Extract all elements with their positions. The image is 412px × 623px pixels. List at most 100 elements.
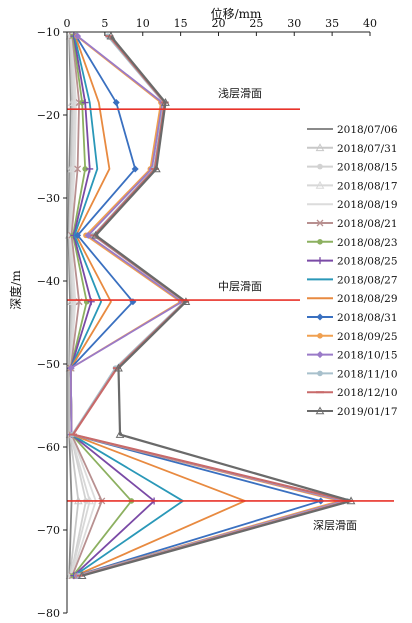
- series-2018-12-10: [69, 35, 353, 577]
- legend-label: 2018/09/25: [337, 331, 398, 343]
- data-point: [114, 363, 123, 372]
- series-lines: [64, 31, 356, 580]
- series-2019-01-17: [77, 31, 356, 579]
- x-ticks: 0 5 10 15 20 25 30 35 40: [64, 17, 377, 36]
- legend-label: 2018/07/31: [337, 143, 398, 155]
- y-tick-label: −30: [37, 192, 60, 205]
- legend-item: 2018/07/31: [307, 143, 398, 155]
- legend-item: 2018/08/17: [307, 180, 398, 192]
- data-point: [91, 230, 101, 239]
- series-line: [69, 36, 97, 576]
- y-tick-label: −60: [37, 441, 60, 454]
- y-tick-label: −80: [37, 607, 60, 620]
- legend-label: 2018/10/15: [337, 350, 398, 362]
- legend-marker: [317, 163, 323, 170]
- legend-item: 2018/11/10: [307, 368, 398, 380]
- legend-marker: [315, 180, 325, 189]
- series-line: [69, 35, 184, 577]
- legend-label: 2018/07/06: [337, 124, 398, 136]
- legend-label: 2018/11/10: [337, 368, 398, 380]
- data-point: [181, 297, 191, 306]
- x-tick-label: 25: [249, 17, 263, 30]
- legend-label: 2018/08/21: [337, 218, 398, 230]
- series-line: [69, 35, 246, 577]
- data-point: [106, 31, 116, 40]
- y-tick-label: −50: [37, 358, 60, 371]
- x-tick-label: 10: [136, 17, 150, 30]
- data-point: [67, 364, 75, 372]
- legend-item: 2018/08/19: [307, 199, 398, 211]
- legend-marker: [316, 257, 324, 265]
- legend-marker: [316, 351, 324, 359]
- data-point: [131, 165, 139, 173]
- x-tick-label: 40: [363, 17, 377, 30]
- legend-item: 2019/01/17: [307, 406, 398, 418]
- legend: 2018/07/06 2018/07/31 2018/08/15 2018/08/17…: [307, 124, 398, 418]
- data-point: [81, 99, 89, 107]
- legend-item: 2018/08/21: [307, 218, 398, 230]
- y-tick-label: −40: [37, 275, 60, 288]
- legend-item: 2018/08/23: [307, 237, 398, 249]
- legend-item: 2018/08/31: [307, 312, 398, 324]
- series-line: [81, 35, 353, 577]
- y-tick-label: −70: [37, 524, 60, 537]
- series-2018-08-25: [67, 32, 158, 580]
- legend-item: 2018/08/15: [307, 162, 398, 174]
- slip-surface-label: 浅层滑面: [218, 87, 262, 100]
- legend-label: 2018/08/27: [337, 274, 398, 286]
- legend-label: 2018/12/10: [337, 387, 398, 399]
- x-tick-label: 0: [64, 17, 71, 30]
- legend-marker: [317, 333, 323, 339]
- data-point: [74, 231, 82, 239]
- legend-item: 2018/08/25: [307, 256, 398, 268]
- data-point: [161, 98, 170, 106]
- x-tick-label: 15: [174, 17, 188, 30]
- slip-surface-label: 中层滑面: [218, 280, 262, 293]
- legend-item: 2018/08/27: [307, 274, 398, 286]
- y-tick-label: −20: [37, 109, 60, 122]
- legend-label: 2018/08/19: [337, 199, 398, 211]
- legend-marker: [315, 406, 325, 415]
- legend-item: 2018/08/29: [307, 293, 398, 305]
- data-point: [86, 165, 94, 173]
- series-line: [71, 35, 350, 577]
- data-point: [77, 571, 87, 579]
- series-2018-08-29: [69, 35, 246, 577]
- legend-marker: [317, 370, 323, 377]
- legend-item: 2018/12/10: [307, 387, 398, 399]
- legend-label: 2018/08/31: [337, 312, 398, 324]
- slip-surface-label: 深层滑面: [313, 519, 357, 532]
- data-point: [112, 99, 120, 107]
- data-point: [82, 166, 88, 172]
- legend-label: 2018/08/23: [337, 237, 398, 249]
- legend-marker: [317, 239, 323, 245]
- x-tick-label: 30: [287, 17, 301, 30]
- x-axis-label: 位移/mm: [211, 6, 262, 21]
- legend-marker: [315, 143, 325, 152]
- legend-label: 2018/08/15: [337, 162, 398, 174]
- x-tick-label: 35: [325, 17, 339, 30]
- series-2018-08-31: [67, 32, 325, 580]
- legend-marker: [316, 313, 324, 321]
- y-tick-label: −10: [37, 26, 60, 39]
- legend-label: 2019/01/17: [337, 406, 398, 418]
- legend-marker: [316, 219, 324, 227]
- series-line: [71, 35, 349, 577]
- legend-item: 2018/07/06: [307, 124, 398, 136]
- legend-label: 2018/08/17: [337, 180, 398, 192]
- series-line: [69, 35, 345, 577]
- data-point: [74, 165, 82, 173]
- y-axis-label: 深度/m: [8, 270, 23, 310]
- legend-item: 2018/09/25: [307, 331, 398, 343]
- series-2018-08-19: [69, 36, 97, 576]
- data-point: [74, 32, 82, 40]
- legend-label: 2018/08/25: [337, 256, 398, 268]
- y-ticks: −10 −20 −30 −40 −50 −60 −70 −80: [37, 26, 67, 620]
- x-tick-label: 5: [101, 17, 108, 30]
- legend-label: 2018/08/29: [337, 293, 398, 305]
- data-point: [115, 430, 125, 438]
- series-line: [69, 36, 91, 576]
- x-tick-label: 20: [212, 17, 226, 30]
